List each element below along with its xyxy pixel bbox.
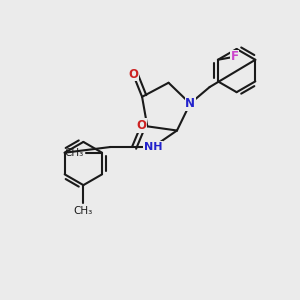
- Text: CH₃: CH₃: [74, 206, 93, 216]
- Text: F: F: [230, 50, 238, 63]
- Text: CH₃: CH₃: [65, 148, 84, 158]
- Text: NH: NH: [144, 142, 162, 152]
- Text: O: O: [136, 119, 146, 132]
- Text: N: N: [185, 97, 195, 110]
- Text: O: O: [128, 68, 138, 81]
